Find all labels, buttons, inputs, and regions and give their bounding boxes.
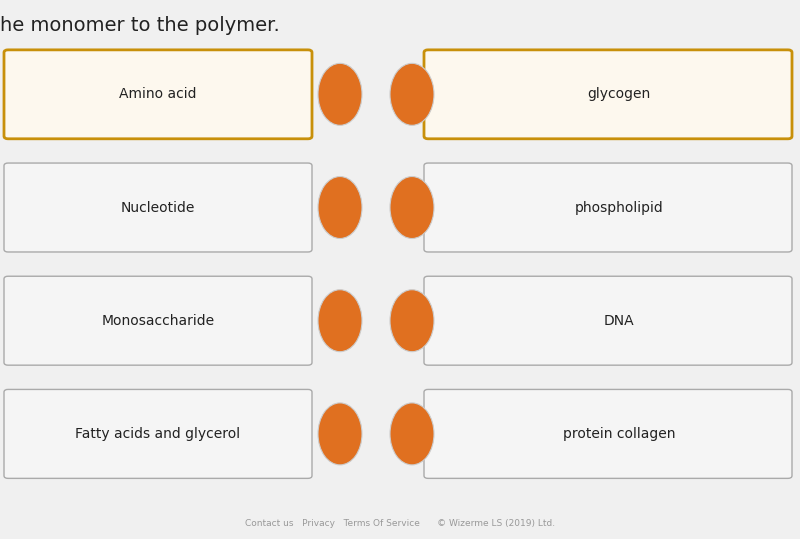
Text: Nucleotide: Nucleotide xyxy=(121,201,195,215)
Ellipse shape xyxy=(390,290,434,351)
Text: phospholipid: phospholipid xyxy=(574,201,663,215)
Ellipse shape xyxy=(318,63,362,126)
FancyBboxPatch shape xyxy=(424,50,792,139)
Ellipse shape xyxy=(390,63,434,126)
Text: Amino acid: Amino acid xyxy=(119,87,197,101)
FancyBboxPatch shape xyxy=(424,163,792,252)
FancyBboxPatch shape xyxy=(4,50,312,139)
Text: Contact us   Privacy   Terms Of Service      © Wizerme LS (2019) Ltd.: Contact us Privacy Terms Of Service © Wi… xyxy=(245,519,555,528)
Ellipse shape xyxy=(390,403,434,465)
Ellipse shape xyxy=(318,403,362,465)
Text: glycogen: glycogen xyxy=(587,87,650,101)
FancyBboxPatch shape xyxy=(424,276,792,365)
Ellipse shape xyxy=(318,290,362,351)
Ellipse shape xyxy=(318,176,362,238)
FancyBboxPatch shape xyxy=(4,276,312,365)
Ellipse shape xyxy=(390,176,434,238)
FancyBboxPatch shape xyxy=(4,163,312,252)
Text: Monosaccharide: Monosaccharide xyxy=(102,314,214,328)
FancyBboxPatch shape xyxy=(4,389,312,479)
Text: protein collagen: protein collagen xyxy=(562,427,675,441)
Text: he monomer to the polymer.: he monomer to the polymer. xyxy=(0,16,280,35)
Text: Fatty acids and glycerol: Fatty acids and glycerol xyxy=(75,427,241,441)
Text: DNA: DNA xyxy=(603,314,634,328)
FancyBboxPatch shape xyxy=(424,389,792,479)
